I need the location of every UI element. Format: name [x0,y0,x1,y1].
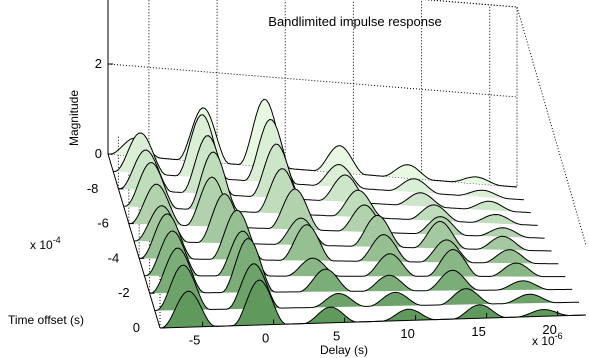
slice-line [128,176,545,239]
slice-fill [108,99,517,187]
y-axis-label: Time offset (s) [8,313,84,327]
x-exponent-label: x 10-6 [532,331,563,348]
slice-line [107,98,518,188]
x-tick-label: -5 [189,333,201,348]
y-tick-label: -4 [108,250,120,265]
back-wall-gridline [424,0,518,8]
slice-line [113,114,524,201]
chart-title: Bandlimited impulse response [268,14,441,29]
x-tick-label: 15 [471,324,485,339]
slice-line [149,237,573,294]
x-tick-label: 20 [542,322,556,337]
x-tick-label: 10 [400,326,414,341]
y-tick-label: -6 [97,216,109,231]
back-wall-gridline [107,63,518,98]
y-exponent-label: x 10-4 [30,235,61,252]
slice-line [139,209,559,265]
x-axis-label: Delay (s) [320,343,368,357]
y-tick-label: -2 [118,285,130,300]
slice-line [123,151,538,226]
slice-fill [113,114,524,200]
y-tick-label: -8 [87,181,99,196]
y-tick-label: 0 [133,320,140,335]
x-tick-label: 5 [333,328,340,343]
slice-line [154,263,580,312]
x-axis-line [159,314,587,329]
slice-line [118,135,531,214]
slice-fill [160,280,586,328]
z-axis-label: Magnitude [67,90,81,146]
x-tick-label: 0 [262,331,269,346]
z-tick-label: 0 [95,146,102,161]
data-slices [107,98,587,329]
y-axis-line [107,153,161,329]
slice-line [144,230,566,278]
z-tick-label: 2 [95,56,102,71]
slice-line [133,193,552,252]
right-wall-edge [516,6,587,246]
